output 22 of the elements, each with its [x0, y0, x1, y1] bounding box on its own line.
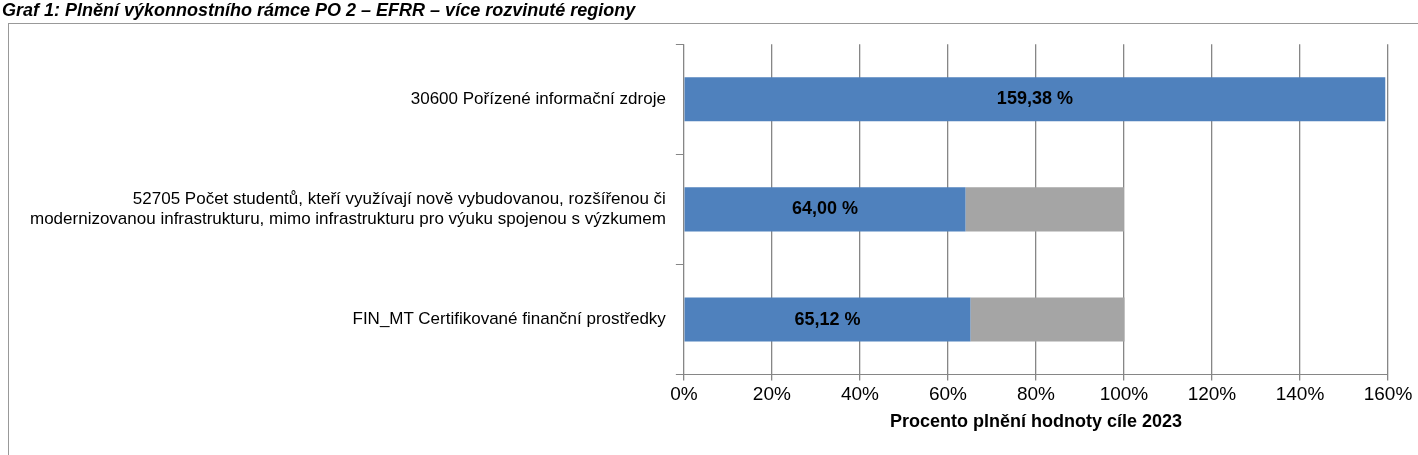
- bar: [970, 297, 1125, 342]
- bar: [965, 187, 1124, 232]
- y-tick-label: 52705 Počet studentů, kteří využívají nově vybudovanou, rozšířenou či modernizovanou infrastrukturu, mimo infrastrukturu pro výuku spojenou s výzkumem: [30, 188, 666, 229]
- bar: [684, 77, 1386, 122]
- data-label: 159,38 %: [996, 88, 1073, 109]
- x-axis-title: Procento plnění hodnoty cíle 2023: [889, 411, 1182, 432]
- x-tick-label: 100%: [1099, 383, 1149, 405]
- x-tick-label: 140%: [1275, 383, 1325, 405]
- x-tick-label: 160%: [1363, 383, 1413, 405]
- x-tick-label: 0%: [670, 383, 698, 405]
- bar: [684, 297, 971, 342]
- y-tick-label: FIN_MT Certifikované finanční prostředky: [352, 309, 667, 329]
- y-tick-label: 30600 Pořízené informační zdroje: [410, 88, 666, 108]
- x-tick-label: 20%: [752, 383, 792, 405]
- x-tick-label: 40%: [840, 383, 880, 405]
- x-tick-label: 60%: [928, 383, 968, 405]
- text: Graf 1: Plnění výkonnostního rámce PO 2 – EFRR – více rozvinuté regiony: [2, 0, 636, 21]
- data-label: 64,00 %: [791, 198, 859, 219]
- x-tick-label: 80%: [1016, 383, 1056, 405]
- data-label: 65,12 %: [794, 308, 861, 329]
- bar: [684, 187, 966, 232]
- x-tick-label: 120%: [1187, 383, 1237, 405]
